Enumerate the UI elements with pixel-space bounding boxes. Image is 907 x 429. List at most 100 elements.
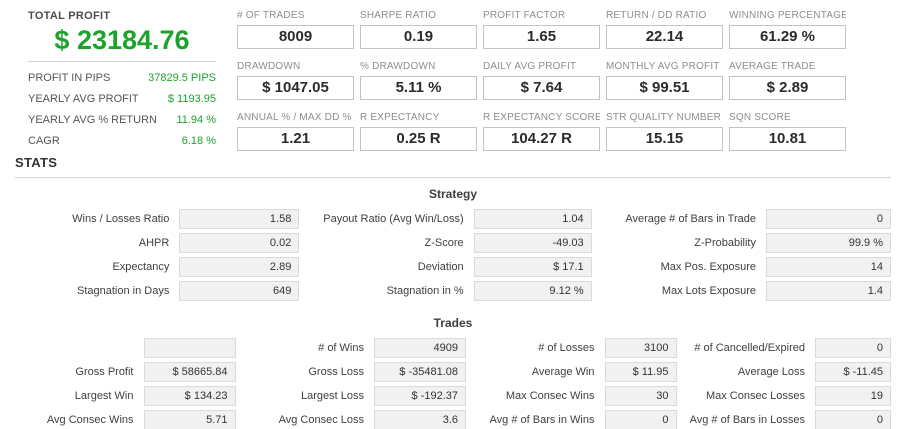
metric-return-dd-ratio: RETURN / DD RATIO 22.14	[606, 10, 723, 49]
summary-label: YEARLY AVG % RETURN	[28, 114, 157, 126]
summary-row-yearly-avg-return: YEARLY AVG % RETURN 11.94 %	[28, 110, 216, 131]
stat-value-box: $ 17.1	[473, 257, 592, 277]
metric-value-box: 8009	[237, 25, 354, 49]
stat-value-box: 0	[765, 209, 891, 229]
total-profit-label: TOTAL PROFIT	[28, 10, 111, 22]
stat-label: Avg Consec Loss	[278, 414, 364, 426]
stat-label: Max Consec Losses	[705, 390, 805, 402]
stat-label: AHPR	[138, 237, 170, 249]
stat-label: Expectancy	[112, 261, 170, 273]
metric-label: AVERAGE TRADE	[729, 61, 816, 72]
stat-label: Stagnation in Days	[76, 285, 170, 297]
summary-value: 37829.5 PIPS	[148, 72, 216, 84]
stat-label: Max Pos. Exposure	[660, 261, 756, 273]
trades-row: # of Wins 4909 # of Losses 3100 # of Can…	[15, 338, 891, 358]
strategy-row: Wins / Losses Ratio 1.58 Payout Ratio (A…	[15, 209, 891, 229]
metric-value-box: $ 1047.05	[237, 76, 354, 100]
stat-label: Avg # of Bars in Losses	[689, 414, 805, 426]
metric-sharpe-ratio: SHARPE RATIO 0.19	[360, 10, 477, 49]
metric-label: # OF TRADES	[237, 10, 305, 21]
metric-value-box: 15.15	[606, 127, 723, 151]
stat-value-box: $ -11.45	[815, 362, 891, 382]
stat-value-box: 14	[765, 257, 891, 277]
metric-label: ANNUAL % / MAX DD %	[237, 112, 352, 123]
stat-value-box: -49.03	[473, 233, 592, 253]
stat-label: # of Cancelled/Expired	[694, 342, 805, 354]
metric-label: DRAWDOWN	[237, 61, 301, 72]
stat-value-box: 0	[815, 410, 891, 429]
total-profit-value: $ 23184.76	[54, 25, 190, 55]
stat-label: Largest Loss	[301, 390, 364, 402]
metric-label: MONTHLY AVG PROFIT	[606, 61, 720, 72]
stat-value-box: $ -35481.08	[374, 362, 466, 382]
stat-value-box: $ -192.37	[374, 386, 466, 406]
stat-label: Gross Loss	[308, 366, 364, 378]
stat-value-box: 2.89	[179, 257, 300, 277]
total-profit-panel: TOTAL PROFIT $ 23184.76 PROFIT IN PIPS 3…	[28, 10, 216, 152]
stats-divider	[15, 177, 891, 178]
metric-average-trade: AVERAGE TRADE $ 2.89	[729, 61, 846, 100]
trades-section-title: Trades	[433, 316, 473, 330]
stat-label: Z-Score	[424, 237, 464, 249]
summary-label: YEARLY AVG PROFIT	[28, 93, 139, 105]
metric-value-box: 10.81	[729, 127, 846, 151]
metric-annual-max-dd: ANNUAL % / MAX DD % 1.21	[237, 112, 354, 151]
stats-heading: STATS	[15, 155, 58, 170]
stats-section: STATS Strategy Wins / Losses Ratio 1.58 …	[15, 155, 891, 429]
metric-daily-avg-profit: DAILY AVG PROFIT $ 7.64	[483, 61, 600, 100]
strategy-row: Expectancy 2.89 Deviation $ 17.1 Max Pos…	[15, 257, 891, 277]
metric-label: DAILY AVG PROFIT	[483, 61, 577, 72]
trades-row: Gross Profit $ 58665.84 Gross Loss $ -35…	[15, 362, 891, 382]
metric-label: PROFIT FACTOR	[483, 10, 566, 21]
summary-value: $ 1193.95	[167, 93, 216, 105]
metric-pct-drawdown: % DRAWDOWN 5.11 %	[360, 61, 477, 100]
stat-label: Payout Ratio (Avg Win/Loss)	[323, 213, 464, 225]
metric-str-quality-number: STR QUALITY NUMBER 15.15	[606, 112, 723, 151]
summary-row-yearly-avg-profit: YEARLY AVG PROFIT $ 1193.95	[28, 89, 216, 110]
metric-value-box: $ 7.64	[483, 76, 600, 100]
metric-value-box: 1.21	[237, 127, 354, 151]
stat-label: Z-Probability	[694, 237, 756, 249]
stat-value-box: 4909	[374, 338, 466, 358]
metric-profit-factor: PROFIT FACTOR 1.65	[483, 10, 600, 49]
stat-value-box: $ 58665.84	[143, 362, 236, 382]
metric-label: % DRAWDOWN	[360, 61, 436, 72]
metric-value-box: 1.65	[483, 25, 600, 49]
metric-sqn-score: SQN SCORE 10.81	[729, 112, 846, 151]
metric-label: R EXPECTANCY SCORE	[483, 112, 600, 123]
summary-label: PROFIT IN PIPS	[28, 72, 111, 84]
stat-value-box: 0	[604, 410, 677, 429]
stat-value-box: 649	[179, 281, 300, 301]
stat-label: Max Lots Exposure	[661, 285, 756, 297]
metric-label: R EXPECTANCY	[360, 112, 440, 123]
stat-value-box	[143, 338, 236, 358]
metric-winning-percentage: WINNING PERCENTAGE 61.29 %	[729, 10, 846, 49]
stat-value-box: 5.71	[143, 410, 236, 429]
metric-monthly-avg-profit: MONTHLY AVG PROFIT $ 99.51	[606, 61, 723, 100]
metric-label: SQN SCORE	[729, 112, 791, 123]
stat-value-box: 9.12 %	[473, 281, 592, 301]
metric-label: WINNING PERCENTAGE	[729, 10, 846, 21]
metric-label: STR QUALITY NUMBER	[606, 112, 722, 123]
stat-value-box: 0.02	[179, 233, 300, 253]
stat-label: Average # of Bars in Trade	[625, 213, 756, 225]
stat-value-box: 3.6	[374, 410, 466, 429]
strategy-row: AHPR 0.02 Z-Score -49.03 Z-Probability 9…	[15, 233, 891, 253]
metric-r-expectancy-score: R EXPECTANCY SCORE 104.27 R	[483, 112, 600, 151]
metric-value-box: 104.27 R	[483, 127, 600, 151]
metric-value-box: 61.29 %	[729, 25, 846, 49]
stat-label: Average Win	[531, 366, 595, 378]
summary-value: 11.94 %	[176, 114, 216, 126]
stat-value-box: 3100	[604, 338, 677, 358]
trades-row: Avg Consec Wins 5.71 Avg Consec Loss 3.6…	[15, 410, 891, 429]
metric-drawdown: DRAWDOWN $ 1047.05	[237, 61, 354, 100]
trades-table: # of Wins 4909 # of Losses 3100 # of Can…	[15, 338, 891, 429]
stat-label: Max Consec Wins	[505, 390, 595, 402]
stat-label: Avg # of Bars in Wins	[489, 414, 595, 426]
metric-r-expectancy: R EXPECTANCY 0.25 R	[360, 112, 477, 151]
metrics-grid: # OF TRADES 8009 SHARPE RATIO 0.19 PROFI…	[237, 10, 846, 151]
stat-label: Wins / Losses Ratio	[72, 213, 170, 225]
stat-label: Stagnation in %	[386, 285, 464, 297]
stat-value-box: $ 134.23	[143, 386, 236, 406]
